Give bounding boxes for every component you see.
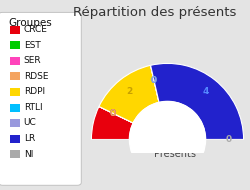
Text: 2: 2 <box>126 87 133 96</box>
Wedge shape <box>150 65 159 102</box>
Text: LR: LR <box>24 134 35 143</box>
Text: SER: SER <box>24 56 42 65</box>
Wedge shape <box>99 106 133 123</box>
Text: UC: UC <box>24 118 36 127</box>
Text: RTLI: RTLI <box>24 103 42 112</box>
Text: 0: 0 <box>151 76 157 85</box>
Text: CRCE: CRCE <box>24 25 48 34</box>
Wedge shape <box>99 106 133 123</box>
Text: NI: NI <box>24 150 33 159</box>
Text: EST: EST <box>24 40 40 50</box>
Text: 1: 1 <box>105 121 111 131</box>
Wedge shape <box>92 139 244 190</box>
Text: 0: 0 <box>110 109 116 118</box>
Text: RDSE: RDSE <box>24 72 48 81</box>
Text: Groupes: Groupes <box>9 18 52 28</box>
Wedge shape <box>150 65 159 102</box>
Text: 0: 0 <box>151 76 157 85</box>
Wedge shape <box>150 63 244 139</box>
Text: 0: 0 <box>225 135 232 144</box>
Text: 0: 0 <box>110 109 116 118</box>
Text: Répartition des présents: Répartition des présents <box>73 6 237 19</box>
Text: RDPI: RDPI <box>24 87 45 96</box>
Wedge shape <box>92 106 133 139</box>
Text: 4: 4 <box>202 87 209 96</box>
Text: 0: 0 <box>110 109 116 118</box>
Circle shape <box>130 101 206 177</box>
Wedge shape <box>99 65 159 123</box>
Text: Présents: Présents <box>154 149 196 159</box>
Wedge shape <box>99 106 133 123</box>
